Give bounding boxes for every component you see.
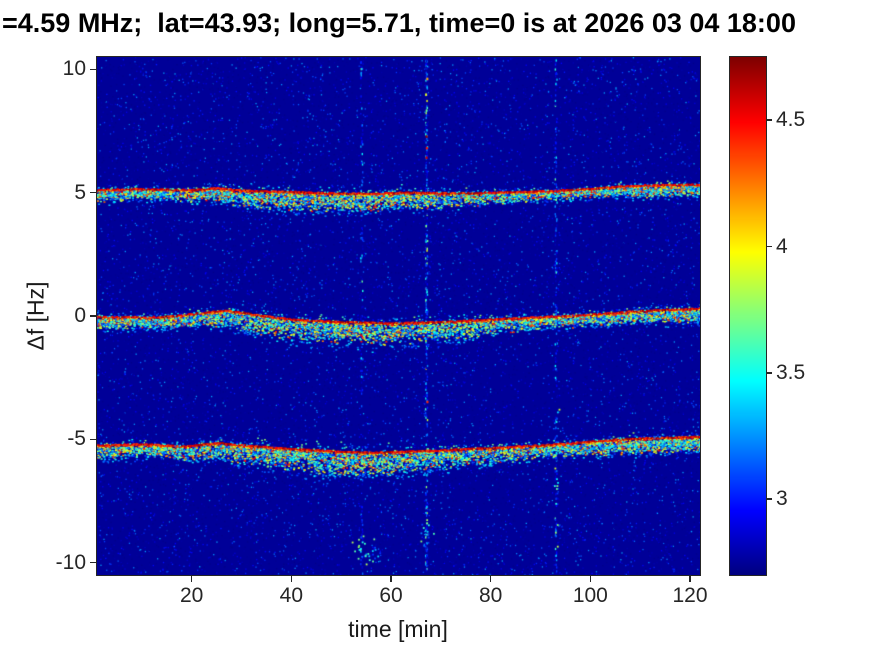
y-tick-label: -10	[55, 550, 86, 574]
y-tick-mark	[90, 191, 96, 194]
y-tick-mark	[90, 561, 96, 564]
x-tick-label: 20	[179, 584, 204, 607]
x-tick-mark	[589, 576, 592, 582]
spectrogram-plot	[96, 56, 701, 576]
x-tick-label: 80	[479, 584, 503, 607]
colorbar	[729, 56, 767, 576]
chart-title: =4.59 MHz; lat=43.93; long=5.71, time=0 …	[2, 8, 796, 38]
x-tick-mark	[190, 576, 193, 582]
colorbar-tick-mark	[767, 245, 772, 248]
colorbar-tick-mark	[767, 498, 772, 500]
y-tick-label: 5	[74, 180, 86, 204]
colorbar-tick-label: 3	[776, 487, 788, 511]
x-tick-label: 100	[572, 584, 608, 607]
x-tick-mark	[290, 576, 293, 582]
x-tick-mark	[489, 576, 492, 582]
y-tick-mark	[90, 68, 96, 71]
colorbar-tick-mark	[767, 119, 772, 121]
x-axis-label: time [min]	[348, 616, 448, 642]
y-tick-label: -5	[67, 427, 86, 451]
colorbar-tick-mark	[767, 372, 772, 374]
y-tick-label: 0	[74, 304, 86, 327]
colorbar-tick-label: 4	[776, 234, 788, 258]
x-tick-mark	[689, 576, 691, 582]
x-tick-mark	[390, 576, 392, 582]
y-tick-mark	[90, 438, 96, 441]
colorbar-tick-label: 3.5	[776, 360, 806, 384]
y-tick-mark	[90, 315, 96, 317]
x-tick-label: 40	[279, 584, 304, 607]
y-tick-label: 10	[62, 57, 86, 81]
x-tick-label: 120	[672, 584, 708, 607]
colorbar-tick-label: 4.5	[776, 108, 806, 132]
x-tick-label: 60	[379, 584, 403, 607]
